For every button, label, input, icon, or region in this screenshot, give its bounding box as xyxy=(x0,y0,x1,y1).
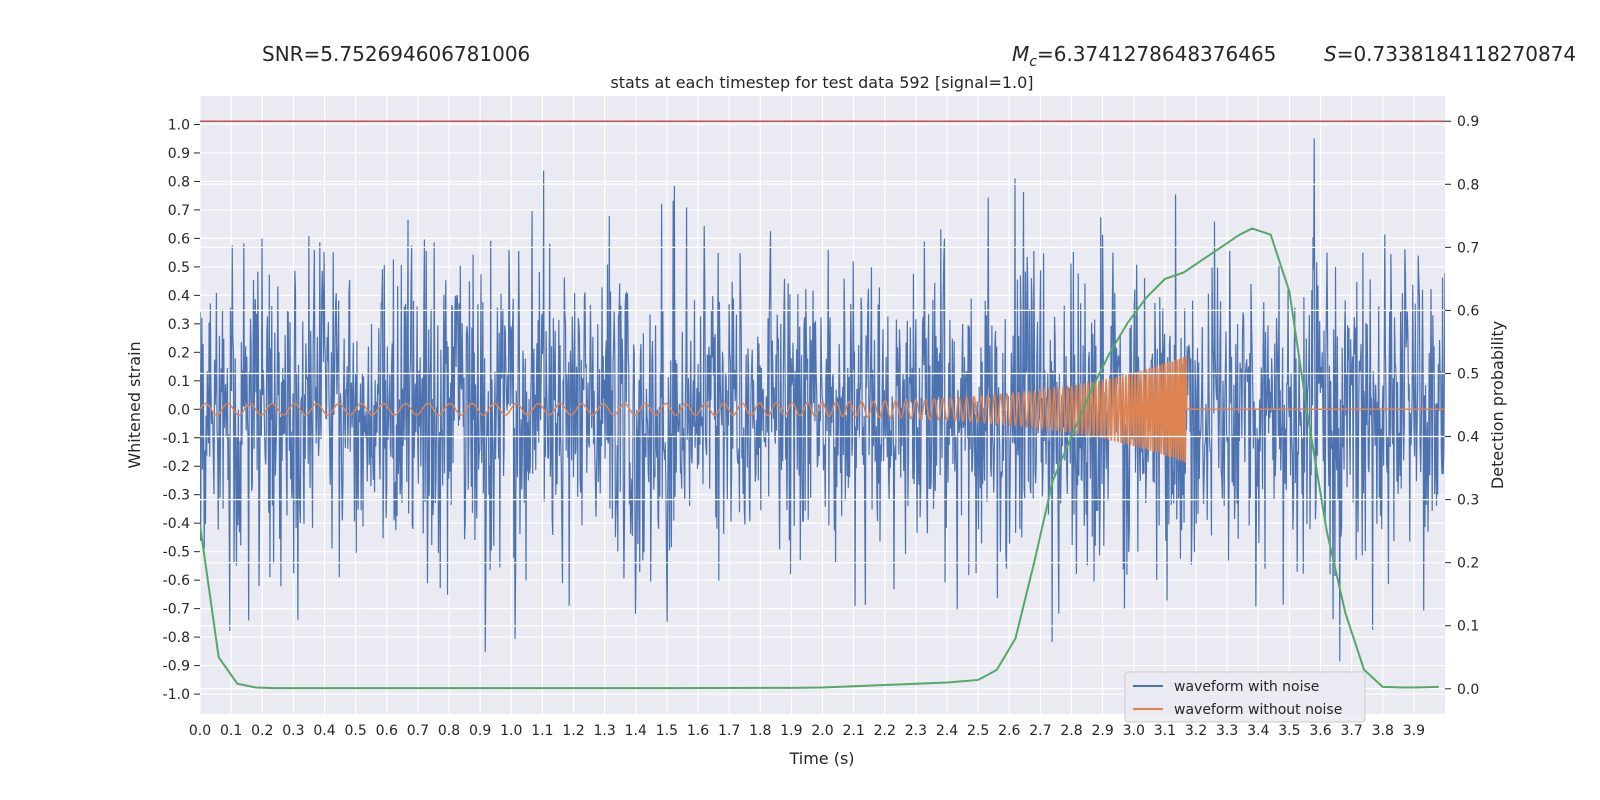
y-tick-label-right: 0.0 xyxy=(1457,682,1479,698)
x-tick-label: 3.3 xyxy=(1216,723,1238,739)
x-axis-ticks: 0.0 0.1 0.2 0.3 0.4 0.5 0.6 0.7 0.8 0.9 1.0 1.1 1.2 1… xyxy=(189,723,1425,739)
y-tick-label-left: -0.8 xyxy=(163,630,190,646)
x-tick-label: 1.4 xyxy=(625,723,647,739)
y-tick-label-right: 0.8 xyxy=(1457,177,1479,193)
y-tick-label-left: -0.2 xyxy=(163,459,190,475)
x-tick-label: 0.4 xyxy=(313,723,335,739)
y-tick-label-left: -0.5 xyxy=(163,545,190,561)
spin-symbol: S xyxy=(1324,42,1337,66)
x-axis-label: Time (s) xyxy=(788,749,854,768)
x-tick-label: 2.3 xyxy=(905,723,927,739)
x-tick-label: 3.6 xyxy=(1309,723,1331,739)
snr-annotation: SNR=5.752694606781006 xyxy=(262,42,530,66)
x-tick-label: 2.2 xyxy=(874,723,896,739)
x-tick-label: 0.3 xyxy=(282,723,304,739)
x-tick-label: 1.6 xyxy=(687,723,709,739)
y-tick-label-left: 0.5 xyxy=(168,260,190,276)
y-tick-label-left: 0.0 xyxy=(168,402,190,418)
y-tick-label-right: 0.9 xyxy=(1457,114,1479,130)
y-tick-label-left: -1.0 xyxy=(163,687,190,703)
y-tick-label-left: 0.9 xyxy=(168,146,190,162)
x-tick-label: 2.9 xyxy=(1091,723,1113,739)
series-waveform-with-noise xyxy=(200,138,1445,662)
probability-line xyxy=(200,227,1439,690)
threshold-line xyxy=(200,120,1445,690)
y-tick-label-left: -0.4 xyxy=(163,516,190,532)
y-tick-label-left: 0.8 xyxy=(168,174,190,190)
y-tick-label-right: 0.5 xyxy=(1457,366,1479,382)
x-tick-label: 0.9 xyxy=(469,723,491,739)
x-tick-label: 0.1 xyxy=(220,723,242,739)
y-tick-label-right: 0.3 xyxy=(1457,493,1479,509)
x-tick-label: 3.7 xyxy=(1340,723,1362,739)
x-tick-label: 3.1 xyxy=(1154,723,1176,739)
x-tick-label: 1.8 xyxy=(749,723,771,739)
x-tick-label: 2.6 xyxy=(998,723,1020,739)
x-tick-label: 1.3 xyxy=(593,723,615,739)
x-tick-label: 2.7 xyxy=(1029,723,1051,739)
noise-waveform-line xyxy=(200,138,1445,662)
y-tick-label-left: 0.6 xyxy=(168,231,190,247)
x-tick-label: 1.0 xyxy=(500,723,522,739)
x-tick-label: 2.1 xyxy=(842,723,864,739)
legend-label-clean: waveform without noise xyxy=(1174,702,1342,718)
y-tick-label-left: 0.7 xyxy=(168,203,190,219)
x-tick-label: 0.6 xyxy=(376,723,398,739)
y-tick-label-right: 0.1 xyxy=(1457,619,1479,635)
x-tick-label: 3.5 xyxy=(1278,723,1300,739)
y-tick-label-left: -0.6 xyxy=(163,573,190,589)
chirp-mass-annotation: Mc=6.3741278648376465 xyxy=(1012,42,1276,70)
y-tick-label-left: 1.0 xyxy=(168,117,190,133)
x-tick-label: 1.2 xyxy=(562,723,584,739)
x-tick-label: 1.1 xyxy=(531,723,553,739)
x-tick-label: 3.2 xyxy=(1185,723,1207,739)
spin-annotation: S=0.7338184118270874 xyxy=(1324,42,1576,66)
x-tick-label: 0.2 xyxy=(251,723,273,739)
y-tick-label-left: 0.1 xyxy=(168,374,190,390)
y-axis-left-label: Whitened strain xyxy=(125,341,144,468)
x-tick-label: 3.8 xyxy=(1372,723,1394,739)
y-tick-label-left: 0.3 xyxy=(168,317,190,333)
x-tick-label: 0.0 xyxy=(189,723,211,739)
x-tick-label: 2.8 xyxy=(1060,723,1082,739)
chart-title: stats at each timestep for test data 592… xyxy=(610,73,1033,92)
x-tick-label: 1.7 xyxy=(718,723,740,739)
y-tick-label-left: -0.3 xyxy=(163,488,190,504)
y-tick-label-right: 0.7 xyxy=(1457,240,1479,256)
x-tick-label: 2.0 xyxy=(811,723,833,739)
y-tick-label-left: 0.4 xyxy=(168,288,190,304)
y-tick-label-left: 0.2 xyxy=(168,345,190,361)
y-tick-label-left: -0.1 xyxy=(163,431,190,447)
chirp-mass-value: =6.3741278648376465 xyxy=(1037,42,1276,66)
y-tick-label-right: 0.2 xyxy=(1457,556,1479,572)
x-tick-label: 0.8 xyxy=(438,723,460,739)
series-detection-probability xyxy=(200,227,1439,690)
x-tick-label: 3.9 xyxy=(1403,723,1425,739)
y-tick-label-right: 0.4 xyxy=(1457,430,1479,446)
y-axis-right-ticks: 0.9 0.8 0.7 0.6 0.5 0.4 0.3 0.2 0.1 0.0 xyxy=(1445,114,1479,698)
y-tick-label-left: -0.7 xyxy=(163,602,190,618)
spin-value: =0.7338184118270874 xyxy=(1337,42,1576,66)
y-axis-left-ticks: 1.0 0.9 0.8 0.7 0.6 0.5 0.4 0.3 0.2 0.1 0.0 -0.1 -0.… xyxy=(163,117,200,703)
chirp-mass-subscript: c xyxy=(1029,54,1037,70)
x-tick-label: 1.5 xyxy=(656,723,678,739)
y-tick-label-left: -0.9 xyxy=(163,659,190,675)
x-tick-label: 0.7 xyxy=(407,723,429,739)
y-axis-right-label: Detection probability xyxy=(1488,321,1507,489)
series-waveform-without-noise xyxy=(200,355,1445,463)
legend-label-noise: waveform with noise xyxy=(1174,679,1319,695)
clean-waveform-line xyxy=(200,355,1445,463)
legend: waveform with noise waveform without noi… xyxy=(1124,671,1366,723)
x-tick-label: 3.0 xyxy=(1123,723,1145,739)
x-tick-label: 2.4 xyxy=(936,723,958,739)
chirp-mass-symbol: M xyxy=(1012,42,1029,66)
x-tick-label: 3.4 xyxy=(1247,723,1269,739)
y-tick-label-right: 0.6 xyxy=(1457,303,1479,319)
x-tick-label: 1.9 xyxy=(780,723,802,739)
x-tick-label: 0.5 xyxy=(344,723,366,739)
legend-box xyxy=(1124,671,1366,723)
x-tick-label: 2.5 xyxy=(967,723,989,739)
